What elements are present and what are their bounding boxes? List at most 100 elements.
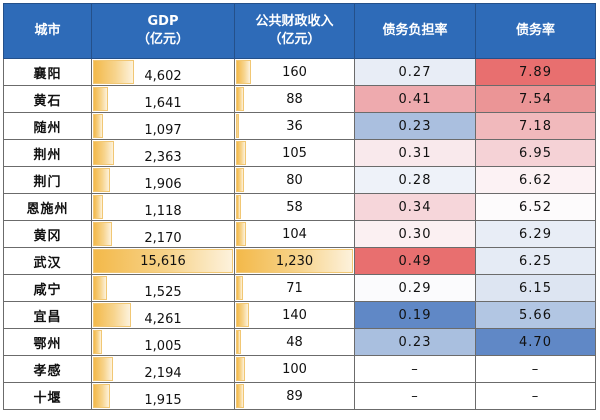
revenue-data-bar xyxy=(236,303,250,327)
table-row: 随州 1,097 36 0.23 7.18 xyxy=(3,112,596,140)
debt-rate-cell: 7.54 xyxy=(475,85,596,113)
table-row: 黄石 1,641 88 0.41 7.54 xyxy=(3,85,596,113)
gdp-cell: 2,170 xyxy=(91,220,235,248)
city-cell: 襄阳 xyxy=(3,58,92,86)
gdp-data-bar xyxy=(93,114,103,138)
debt-rate-cell: 4.70 xyxy=(475,328,596,356)
debt-rate-cell: 7.18 xyxy=(475,112,596,140)
city-cell: 咸宁 xyxy=(3,274,92,302)
gdp-cell: 1,906 xyxy=(91,166,235,194)
gdp-data-bar xyxy=(93,249,233,273)
city-cell: 武汉 xyxy=(3,247,92,275)
gdp-data-bar xyxy=(93,60,135,84)
gdp-data-bar xyxy=(93,141,115,165)
gdp-data-bar xyxy=(93,87,108,111)
gdp-cell: 1,005 xyxy=(91,328,235,356)
revenue-cell: 160 xyxy=(234,58,355,86)
city-cell: 黄石 xyxy=(3,85,92,113)
table-row: 咸宁 1,525 71 0.29 6.15 xyxy=(3,274,596,302)
debt-rate-cell: 7.89 xyxy=(475,58,596,86)
debt-burden-cell: – xyxy=(354,355,476,383)
gdp-cell: 1,118 xyxy=(91,193,235,221)
header-gdp-title: GDP xyxy=(147,14,179,29)
header-revenue: 公共财政收入 （亿元） xyxy=(234,3,355,59)
debt-rate-cell: 6.15 xyxy=(475,274,596,302)
revenue-cell: 140 xyxy=(234,301,355,329)
header-gdp: GDP （亿元） xyxy=(91,3,235,59)
revenue-cell: 100 xyxy=(234,355,355,383)
revenue-data-bar xyxy=(236,330,241,354)
gdp-cell: 1,915 xyxy=(91,382,235,410)
debt-burden-cell: 0.34 xyxy=(354,193,476,221)
table-row: 孝感 2,194 100– – xyxy=(3,355,596,383)
table-row: 鄂州 1,005 48 0.23 4.70 xyxy=(3,328,596,356)
revenue-cell: 80 xyxy=(234,166,355,194)
header-revenue-title: 公共财政收入 xyxy=(255,14,334,29)
debt-burden-cell: – xyxy=(354,382,476,410)
debt-burden-cell: 0.41 xyxy=(354,85,476,113)
city-cell: 随州 xyxy=(3,112,92,140)
table-row: 黄冈 2,170 104 0.30 6.29 xyxy=(3,220,596,248)
debt-rate-cell: 6.25 xyxy=(475,247,596,275)
gdp-data-bar xyxy=(93,195,103,219)
debt-burden-cell: 0.49 xyxy=(354,247,476,275)
debt-rate-cell: 6.62 xyxy=(475,166,596,194)
gdp-data-bar xyxy=(93,222,113,246)
debt-rate-cell: 5.66 xyxy=(475,301,596,329)
city-cell: 宜昌 xyxy=(3,301,92,329)
debt-rate-cell: 6.95 xyxy=(475,139,596,167)
debt-rate-cell: – xyxy=(475,355,596,383)
city-cell: 孝感 xyxy=(3,355,92,383)
city-cell: 荆州 xyxy=(3,139,92,167)
table-row: 襄阳 4,602 160 0.27 7.89 xyxy=(3,58,596,86)
table-body: 襄阳 4,602 160 0.27 7.89 黄石 1,641 88 0.41 7.54 随州 1,0… xyxy=(3,58,596,410)
debt-rate-cell: – xyxy=(475,382,596,410)
table-row: 宜昌 4,261 140 0.19 5.66 xyxy=(3,301,596,329)
city-cell: 黄冈 xyxy=(3,220,92,248)
table-row: 十堰 1,915 89– – xyxy=(3,382,596,410)
revenue-data-bar xyxy=(236,276,243,300)
gdp-data-bar xyxy=(93,276,107,300)
gdp-data-bar xyxy=(93,303,132,327)
revenue-cell: 71 xyxy=(234,274,355,302)
table-row: 荆州 2,363 105 0.31 6.95 xyxy=(3,139,596,167)
debt-burden-cell: 0.31 xyxy=(354,139,476,167)
debt-burden-cell: 0.23 xyxy=(354,328,476,356)
header-debt-burden: 债务负担率 xyxy=(354,3,476,59)
header-city: 城市 xyxy=(3,3,92,59)
gdp-cell: 1,097 xyxy=(91,112,235,140)
revenue-data-bar xyxy=(236,357,246,381)
revenue-data-bar xyxy=(236,195,242,219)
header-revenue-unit: （亿元） xyxy=(268,32,321,47)
debt-rate-cell: 6.52 xyxy=(475,193,596,221)
debt-burden-cell: 0.23 xyxy=(354,112,476,140)
header-row: 城市 GDP （亿元） 公共财政收入 （亿元） 债务负担率 债务率 xyxy=(3,3,596,59)
header-gdp-unit: （亿元） xyxy=(136,32,189,47)
debt-burden-cell: 0.29 xyxy=(354,274,476,302)
revenue-data-bar xyxy=(236,87,245,111)
gdp-data-bar xyxy=(93,330,102,354)
revenue-cell: 58 xyxy=(234,193,355,221)
revenue-cell: 88 xyxy=(234,85,355,113)
table-row: 武汉 15,616 1,230 0.49 6.25 xyxy=(3,247,596,275)
debt-burden-cell: 0.30 xyxy=(354,220,476,248)
revenue-data-bar xyxy=(236,249,353,273)
gdp-cell: 2,363 xyxy=(91,139,235,167)
gdp-cell: 4,261 xyxy=(91,301,235,329)
revenue-cell: 89 xyxy=(234,382,355,410)
debt-rate-cell: 6.29 xyxy=(475,220,596,248)
revenue-cell: 1,230 xyxy=(234,247,355,275)
gdp-cell: 4,602 xyxy=(91,58,235,86)
gdp-data-bar xyxy=(93,168,111,192)
city-cell: 恩施州 xyxy=(3,193,92,221)
header-debt-rate: 债务率 xyxy=(475,3,596,59)
revenue-cell: 104 xyxy=(234,220,355,248)
table-row: 荆门 1,906 80 0.28 6.62 xyxy=(3,166,596,194)
gdp-cell: 1,525 xyxy=(91,274,235,302)
debt-burden-cell: 0.28 xyxy=(354,166,476,194)
gdp-cell: 1,641 xyxy=(91,85,235,113)
city-cell: 鄂州 xyxy=(3,328,92,356)
revenue-cell: 36 xyxy=(234,112,355,140)
gdp-cell: 15,616 xyxy=(91,247,235,275)
revenue-cell: 105 xyxy=(234,139,355,167)
